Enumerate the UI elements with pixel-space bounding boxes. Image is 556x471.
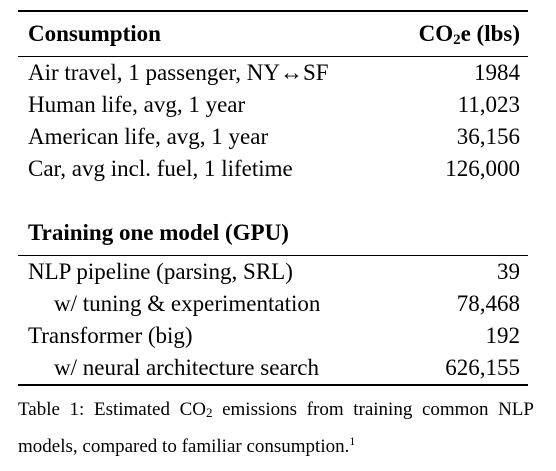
row-label: Air travel, 1 passenger, NY↔SF (28, 60, 329, 85)
table-row: w/ tuning & experimentation 78,468 (18, 288, 528, 320)
caption-text-start: Table 1: Estimated CO (18, 399, 206, 420)
row-value: 126,000 (445, 156, 520, 181)
bottom-rule (18, 384, 528, 386)
table-row: Air travel, 1 passenger, NY↔SF 1984 (18, 57, 528, 89)
co2e-header-suffix: e (lbs) (460, 21, 520, 46)
top-rule (18, 10, 528, 12)
header-rule (18, 56, 528, 57)
emissions-table: Consumption CO2e (lbs) Air travel, 1 pas… (18, 10, 528, 386)
table-caption: Table 1: Estimated CO2 emissions from tr… (18, 396, 534, 461)
co2e-header-subscript: 2 (453, 32, 461, 48)
row-label: w/ tuning & experimentation (54, 291, 321, 316)
row-value: 36,156 (456, 124, 520, 149)
caption-subscript: 2 (205, 405, 213, 420)
section-gap (18, 185, 528, 211)
row-label: American life, avg, 1 year (28, 124, 269, 149)
consumption-header-label: Consumption (28, 21, 161, 46)
row-label: NLP pipeline (parsing, SRL) (28, 259, 293, 284)
table-row: Human life, avg, 1 year 11,023 (18, 89, 528, 121)
row-label: w/ neural architecture search (54, 355, 319, 380)
training-header-row: Training one model (GPU) (18, 211, 528, 255)
footnote-marker: 1 (349, 434, 356, 448)
co2e-header-prefix: CO (418, 21, 454, 46)
row-value: 39 (497, 259, 520, 284)
consumption-header-row: Consumption CO2e (lbs) (18, 12, 528, 56)
row-value: 1984 (474, 60, 520, 85)
row-value: 11,023 (457, 92, 520, 117)
table-row: NLP pipeline (parsing, SRL) 39 (18, 256, 528, 288)
co2e-header: CO2e (lbs) (419, 12, 520, 62)
table-row: American life, avg, 1 year 36,156 (18, 121, 528, 153)
row-value: 192 (485, 323, 521, 348)
caption-text-end: emissions from training common NLP model… (18, 399, 534, 457)
table-row: Transformer (big) 192 (18, 320, 528, 352)
row-value: 626,155 (445, 355, 520, 380)
section-rule (18, 255, 528, 256)
row-label: Car, avg incl. fuel, 1 lifetime (28, 156, 293, 181)
row-value: 78,468 (456, 291, 520, 316)
row-label: Transformer (big) (28, 323, 193, 348)
table-row: w/ neural architecture search 626,155 (18, 352, 528, 384)
training-header-label: Training one model (GPU) (28, 220, 289, 245)
row-label: Human life, avg, 1 year (28, 92, 246, 117)
table-row: Car, avg incl. fuel, 1 lifetime 126,000 (18, 153, 528, 185)
